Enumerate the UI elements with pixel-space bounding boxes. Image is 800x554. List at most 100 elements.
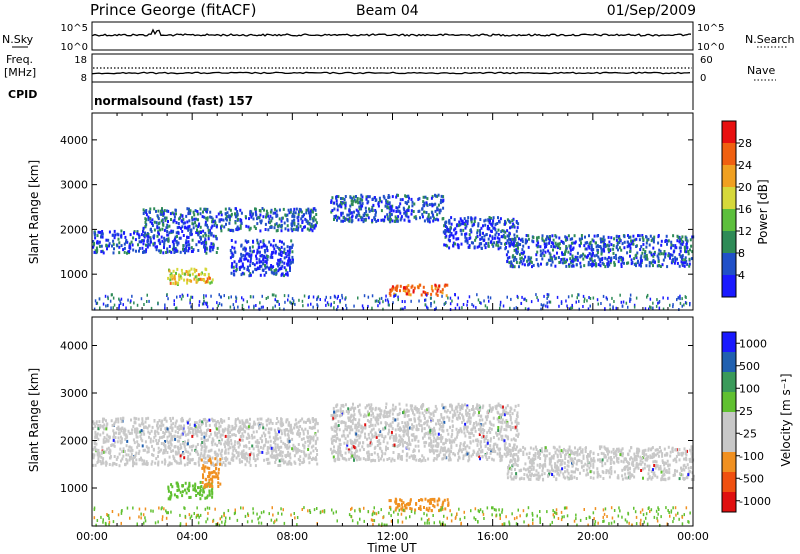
data-cell — [242, 307, 245, 311]
data-cell — [372, 458, 375, 462]
data-cell — [278, 252, 281, 256]
data-cell — [176, 425, 179, 429]
data-cell — [123, 246, 126, 250]
data-cell — [359, 197, 362, 201]
data-cell — [247, 259, 249, 263]
data-cell — [205, 209, 208, 213]
data-cell — [490, 216, 493, 220]
data-cell — [113, 455, 116, 458]
data-cell — [146, 446, 149, 450]
data-cell — [400, 455, 403, 458]
data-cell — [441, 217, 444, 221]
data-cell — [146, 426, 149, 430]
data-cell — [530, 300, 533, 304]
data-cell — [470, 241, 473, 245]
data-cell — [380, 296, 383, 300]
data-cell — [524, 297, 526, 301]
data-cell — [129, 449, 132, 453]
data-cell — [358, 418, 361, 422]
data-cell — [242, 253, 245, 257]
data-cell — [227, 428, 230, 432]
data-cell — [95, 302, 98, 305]
data-cell — [178, 461, 181, 465]
data-cell — [133, 427, 136, 431]
data-cell — [426, 408, 429, 412]
data-cell — [142, 229, 144, 233]
data-cell — [185, 249, 188, 253]
data-cell — [265, 297, 268, 300]
data-cell — [232, 455, 235, 459]
data-cell — [491, 221, 494, 225]
data-cell — [252, 217, 255, 221]
data-cell — [203, 279, 206, 283]
data-cell — [204, 207, 207, 211]
data-cell — [225, 215, 228, 218]
data-cell — [382, 300, 384, 304]
data-cell — [345, 409, 348, 413]
data-cell — [184, 440, 186, 444]
data-cell — [503, 439, 506, 443]
data-cell — [393, 219, 396, 223]
data-cell — [649, 305, 651, 309]
data-cell — [514, 244, 517, 248]
data-cell — [275, 268, 278, 272]
data-cell — [316, 422, 319, 426]
data-cell — [488, 299, 490, 303]
data-cell — [93, 307, 96, 311]
data-cell — [363, 214, 366, 218]
data-cell — [160, 424, 163, 428]
data-cell — [401, 438, 404, 442]
data-cell — [312, 305, 314, 309]
data-cell — [125, 444, 128, 448]
data-cell — [607, 260, 610, 264]
data-cell — [254, 464, 257, 468]
data-cell — [683, 264, 686, 268]
data-cell — [234, 418, 237, 422]
data-cell — [408, 219, 411, 223]
data-cell — [269, 420, 272, 424]
data-cell — [422, 200, 425, 204]
data-cell — [490, 409, 493, 413]
data-cell — [375, 418, 378, 422]
data-cell — [211, 220, 214, 224]
data-cell — [527, 245, 530, 249]
data-cell — [143, 303, 145, 306]
data-cell — [457, 296, 459, 300]
data-cell — [490, 222, 493, 226]
data-cell — [268, 217, 271, 221]
data-cell — [353, 304, 355, 308]
data-cell — [384, 215, 386, 219]
data-cell — [430, 284, 433, 288]
data-cell — [636, 251, 639, 255]
data-cell — [265, 440, 267, 444]
data-cell — [504, 222, 506, 226]
data-cell — [287, 446, 290, 450]
data-cell — [550, 245, 553, 248]
data-cell — [176, 435, 179, 439]
data-cell — [243, 246, 246, 250]
data-cell — [99, 433, 102, 437]
data-cell — [395, 210, 398, 213]
data-cell — [607, 235, 610, 239]
data-cell — [405, 403, 408, 407]
data-cell — [245, 224, 248, 228]
data-cell — [339, 299, 341, 302]
data-cell — [186, 421, 189, 425]
data-cell — [216, 420, 219, 423]
data-cell — [110, 293, 113, 297]
data-cell — [441, 457, 444, 461]
data-cell — [560, 302, 563, 305]
data-cell — [541, 234, 544, 238]
data-cell — [255, 268, 258, 272]
data-cell — [583, 244, 586, 248]
data-cell — [404, 210, 407, 214]
data-cell — [600, 250, 603, 254]
data-cell — [667, 252, 670, 256]
data-cell — [288, 250, 291, 254]
data-cell — [246, 240, 248, 244]
data-cell — [244, 254, 247, 258]
data-cell — [363, 294, 366, 298]
data-cell — [476, 231, 479, 235]
data-cell — [92, 447, 95, 451]
data-cell — [185, 214, 188, 218]
